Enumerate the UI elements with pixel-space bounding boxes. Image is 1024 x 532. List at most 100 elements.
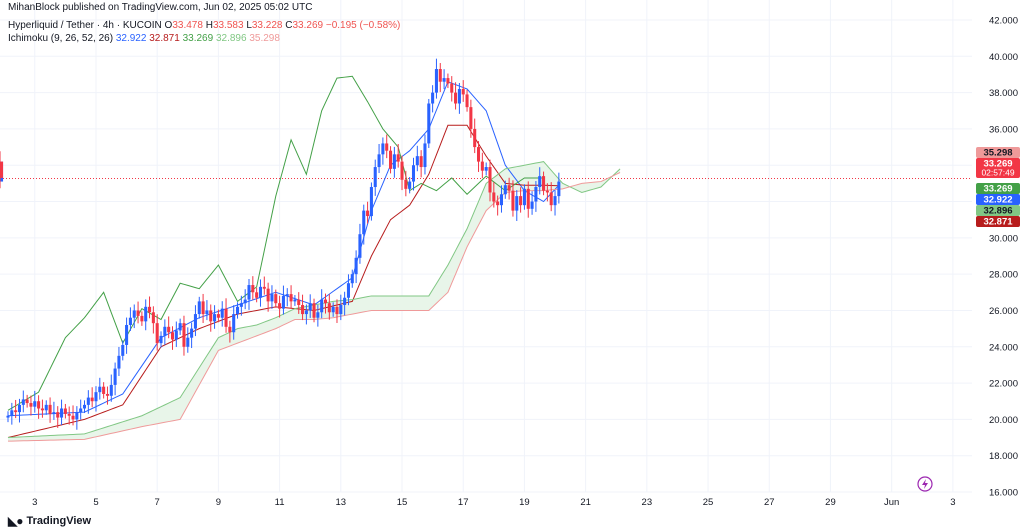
candle	[125, 317, 129, 354]
candle	[400, 155, 404, 191]
candle	[197, 296, 201, 319]
candle	[304, 304, 308, 325]
candle-body	[278, 303, 282, 309]
candle	[285, 288, 289, 307]
ichimoku-cloud	[8, 161, 621, 442]
candle-body	[75, 412, 79, 420]
candle	[262, 276, 266, 295]
candle	[278, 295, 282, 318]
indicator-kijun: 32.871	[149, 33, 180, 44]
candle	[155, 314, 159, 351]
candle	[174, 321, 178, 347]
candle	[346, 274, 350, 306]
x-tick-label: 3	[32, 497, 37, 508]
candle-body	[438, 69, 442, 82]
price-tag-value: 33.269	[983, 159, 1012, 170]
y-tick-label: 26.000	[989, 306, 1018, 317]
candle-body	[354, 257, 358, 275]
candle	[205, 300, 209, 321]
candle-body	[476, 147, 481, 162]
candle-body	[369, 187, 373, 217]
candle	[86, 390, 90, 414]
candle-body	[446, 78, 450, 84]
candle-body	[461, 88, 465, 95]
time-axis[interactable]: 3 5 7 9 11 13 15 17 19 21 23 25 27 29 Jun 3	[32, 497, 955, 508]
candle	[113, 362, 117, 396]
x-tick-label: 25	[703, 497, 714, 508]
candle	[511, 180, 515, 217]
candle	[530, 191, 534, 215]
candle	[320, 289, 324, 319]
candle-body	[400, 161, 404, 180]
candle	[144, 299, 148, 331]
candle-body	[163, 326, 167, 336]
candle	[545, 183, 549, 202]
candle-body	[0, 161, 4, 177]
candle	[140, 311, 144, 326]
indicator-row[interactable]: Ichimoku (9, 26, 52, 26) 32.922 32.871 3…	[8, 32, 400, 45]
candle-body	[507, 185, 511, 191]
candle	[235, 302, 240, 319]
candle-body	[167, 326, 171, 333]
ohlc-high: 33.583	[212, 20, 244, 31]
candle	[274, 289, 278, 308]
symbol-row[interactable]: Hyperliquid / Tether · 4h · KUCOIN O33.4…	[8, 19, 400, 32]
candle-body	[404, 179, 408, 189]
candle-body	[419, 156, 423, 168]
candle-body	[239, 303, 243, 307]
candle-body	[469, 107, 473, 129]
candle	[159, 331, 163, 348]
candle	[52, 401, 56, 420]
candle-body	[25, 399, 29, 404]
lightning-icon[interactable]	[917, 476, 933, 492]
ohlc-low: 33.228	[251, 20, 283, 31]
candle-body	[492, 192, 496, 202]
candle-body	[33, 401, 37, 407]
y-tick-label: 30.000	[989, 233, 1018, 244]
candle-body	[434, 69, 438, 93]
candle	[281, 285, 285, 315]
y-tick-label: 20.000	[989, 415, 1018, 426]
candle-body	[389, 150, 393, 169]
candle	[37, 395, 41, 419]
candle-body	[358, 234, 362, 258]
candle-body	[343, 297, 347, 306]
candle-body	[519, 196, 523, 206]
candle	[492, 182, 496, 208]
candle	[117, 346, 121, 376]
tradingview-logo-icon: ◣●	[8, 514, 24, 528]
candle	[213, 305, 217, 329]
candle	[442, 69, 446, 90]
candle-body	[232, 314, 236, 333]
candle-body	[56, 412, 60, 418]
candle	[10, 402, 14, 425]
candle	[0, 151, 4, 183]
candle-body	[60, 408, 64, 418]
candle	[450, 76, 454, 102]
footer-brand[interactable]: ◣● TradingView	[8, 514, 91, 528]
indicator-name: Ichimoku (9, 26, 52, 26)	[8, 33, 114, 44]
candle	[392, 146, 396, 178]
candle-body	[488, 167, 492, 193]
price-tag-bg	[976, 205, 1020, 216]
candle-body	[235, 306, 240, 315]
x-tick-label: 11	[275, 497, 285, 508]
candle-body	[454, 92, 458, 104]
candle	[21, 390, 25, 413]
price-axis[interactable]: 16.000 18.000 20.000 22.000 24.000 26.000 28.0…	[989, 16, 1018, 499]
candle	[553, 190, 557, 216]
candle	[190, 322, 194, 349]
x-tick-label: 15	[397, 497, 408, 508]
candle	[293, 295, 297, 306]
candle	[220, 301, 224, 327]
candle	[454, 82, 458, 110]
candle-body	[366, 210, 370, 217]
candle-body	[396, 154, 400, 162]
candle-body	[197, 301, 201, 315]
ohlc-close: 33.269	[292, 20, 324, 31]
candle-body	[82, 404, 87, 409]
candle	[63, 403, 67, 419]
ohlc-high-label: H	[205, 20, 213, 31]
candle-body	[151, 312, 155, 324]
